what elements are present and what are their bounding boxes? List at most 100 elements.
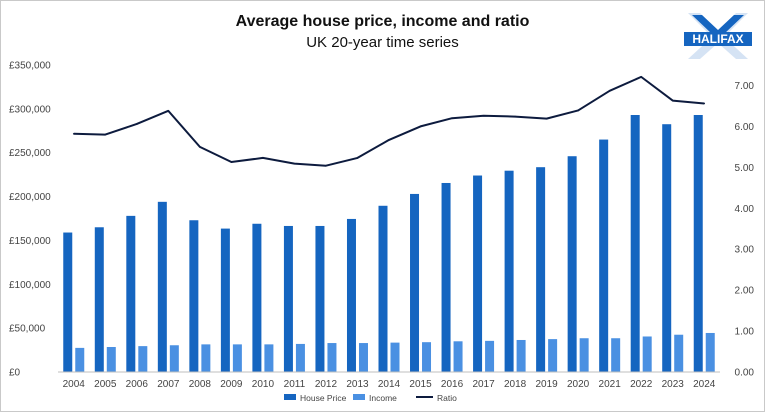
ratio-point	[199, 146, 201, 148]
bar-house-price	[283, 225, 293, 372]
bar-house-price	[599, 139, 609, 372]
x-tick-label: 2023	[662, 379, 685, 390]
x-tick-label: 2024	[693, 379, 716, 390]
y-left-tick-label: £250,000	[9, 148, 51, 159]
ratio-point	[230, 161, 233, 163]
x-tick-label: 2011	[284, 379, 306, 390]
bar-income	[548, 339, 558, 372]
x-tick-label: 2021	[599, 379, 622, 390]
bar-house-price	[378, 205, 388, 372]
bar-house-price	[630, 115, 640, 372]
chart-subtitle: UK 20-year time series	[306, 34, 459, 51]
x-tick-label: 2004	[63, 379, 86, 390]
x-tick-label: 2015	[409, 379, 432, 390]
bar-house-price	[252, 223, 262, 372]
legend-swatch-income	[353, 394, 365, 400]
ratio-point	[419, 125, 422, 128]
ratio-point	[703, 102, 706, 105]
x-tick-label: 2022	[630, 379, 653, 390]
bar-income	[705, 332, 715, 372]
x-tick-label: 2017	[472, 379, 495, 390]
y-left-tick-label: £300,000	[9, 104, 51, 115]
y-right-tick-label: 2.00	[735, 286, 755, 297]
bar-house-price	[126, 215, 136, 372]
logo-text: HALIFAX	[692, 32, 743, 46]
legend-label-income: Income	[369, 393, 397, 403]
bar-house-price	[567, 156, 577, 372]
bar-income	[264, 344, 274, 372]
bar-income	[358, 343, 368, 372]
y-right-tick-label: 5.00	[735, 163, 755, 174]
y-left-tick-label: £150,000	[9, 236, 51, 247]
bar-house-price	[63, 232, 73, 372]
y-left-tick-label: £350,000	[9, 61, 51, 72]
bar-income	[611, 338, 621, 372]
ratio-point	[262, 157, 264, 159]
bar-income	[232, 344, 242, 372]
bar-house-price	[662, 124, 672, 373]
ratio-point	[545, 117, 548, 120]
x-tick-label: 2013	[346, 379, 369, 390]
x-tick-label: 2016	[441, 379, 464, 390]
x-tick-label: 2009	[220, 379, 243, 390]
bar-house-price	[410, 193, 420, 372]
y-right-tick-label: 6.00	[735, 122, 755, 133]
ratio-point	[356, 157, 359, 159]
y-left-tick-label: £200,000	[9, 192, 51, 203]
y-left-tick-label: £50,000	[9, 324, 46, 335]
chart-title: Average house price, income and ratio	[235, 13, 530, 30]
bar-income	[75, 347, 85, 372]
bar-income	[453, 341, 463, 372]
legend-label-house-price: House Price	[300, 393, 347, 403]
bar-house-price	[441, 182, 451, 372]
bar-house-price	[693, 115, 703, 372]
x-tick-label: 2006	[126, 379, 149, 390]
x-tick-label: 2020	[567, 379, 590, 390]
halifax-logo: HALIFAX	[684, 13, 752, 59]
bar-income	[674, 334, 684, 372]
x-tick-label: 2007	[157, 379, 180, 390]
y-right-tick-label: 3.00	[735, 245, 755, 256]
bar-income	[390, 342, 400, 372]
bar-house-price	[536, 167, 546, 372]
y-right-tick-label: 4.00	[735, 204, 755, 215]
y-left-tick-label: £0	[9, 368, 21, 379]
bar-income	[422, 342, 432, 372]
ratio-point	[451, 117, 453, 120]
x-tick-label: 2010	[252, 379, 275, 390]
x-tick-label: 2012	[315, 379, 338, 390]
bar-house-price	[157, 201, 167, 372]
ratio-point	[104, 133, 107, 136]
x-tick-label: 2019	[535, 379, 558, 390]
ratio-point	[514, 115, 516, 118]
ratio-point	[136, 123, 138, 125]
legend-label-ratio: Ratio	[437, 393, 457, 403]
ratio-point	[293, 162, 296, 165]
y-left-tick-label: £100,000	[9, 280, 51, 291]
bar-income	[169, 345, 179, 372]
x-tick-label: 2005	[94, 379, 117, 390]
bar-income	[485, 340, 495, 372]
bar-income	[327, 343, 337, 372]
bar-income	[516, 339, 526, 372]
ratio-point	[325, 164, 327, 167]
bar-income	[106, 347, 116, 372]
bar-income	[201, 344, 211, 372]
ratio-point	[671, 99, 674, 102]
ratio-point	[72, 132, 75, 135]
y-right-tick-label: 7.00	[735, 81, 755, 92]
bar-income	[579, 338, 589, 372]
ratio-point	[577, 109, 579, 112]
y-right-tick-label: 1.00	[735, 327, 755, 338]
bar-house-price	[473, 175, 483, 372]
x-tick-label: 2014	[378, 379, 401, 390]
bar-house-price	[220, 228, 230, 372]
bar-house-price	[189, 220, 199, 372]
bar-house-price	[94, 227, 104, 372]
ratio-point	[482, 114, 485, 117]
bar-income	[138, 346, 148, 372]
ratio-point	[640, 76, 642, 78]
bar-income	[295, 343, 305, 372]
